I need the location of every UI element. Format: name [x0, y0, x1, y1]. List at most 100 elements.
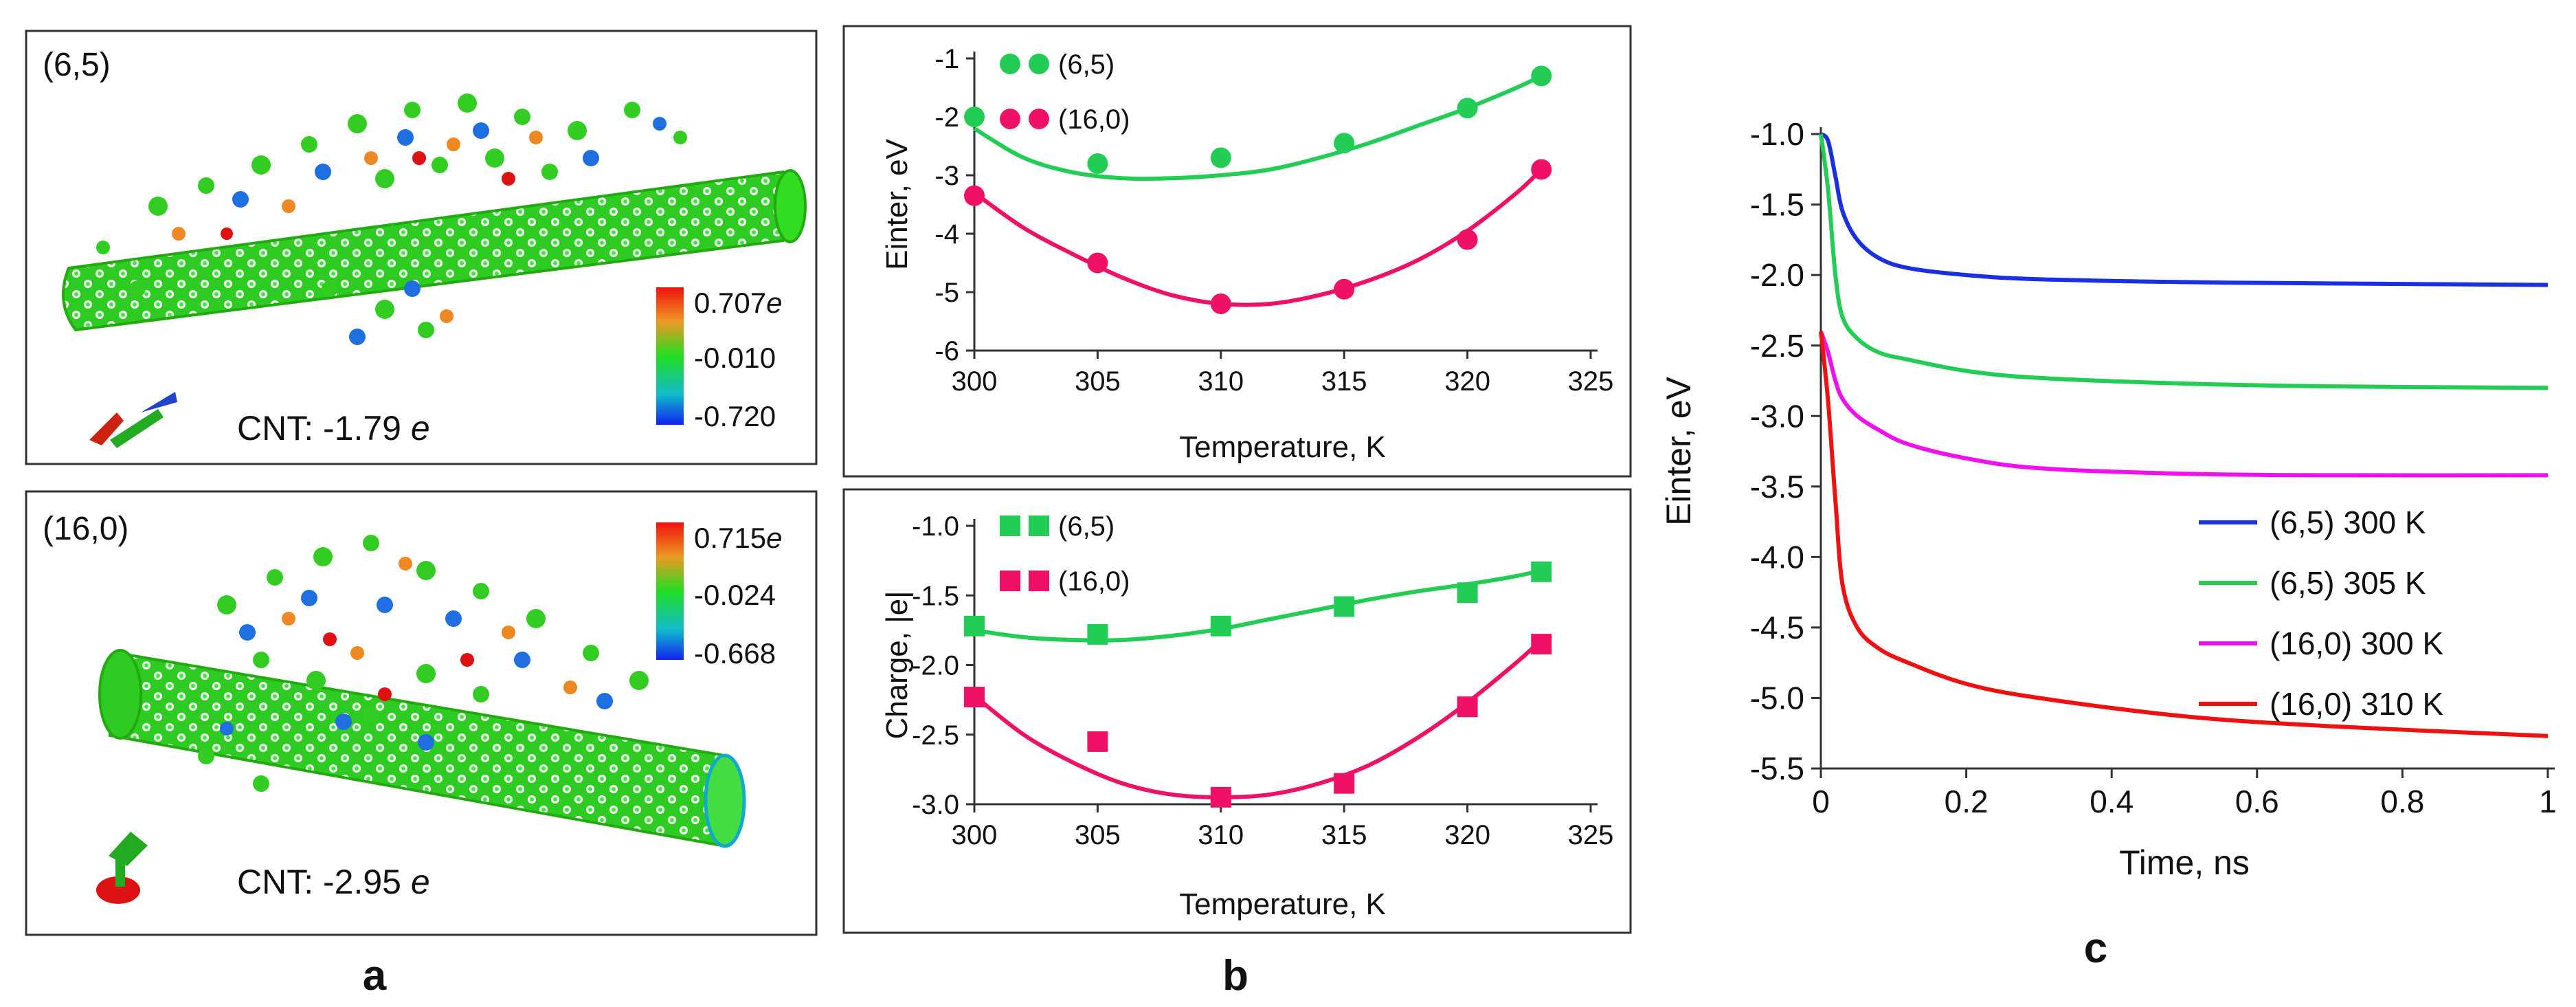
- data-point: [964, 107, 985, 127]
- data-point: [1087, 731, 1108, 752]
- x-axis-title: Time, ns: [2119, 843, 2250, 882]
- data-point: [1457, 582, 1478, 604]
- legend-label: (6,5) 300 K: [2270, 505, 2426, 540]
- legend-label: (6,5): [1058, 49, 1115, 80]
- y-tick-label: -5.5: [1750, 751, 1804, 786]
- colorbar-top: [656, 287, 684, 425]
- y-tick-label: -6: [934, 336, 959, 366]
- data-point: [1087, 252, 1108, 274]
- x-axis-title: Temperature, K: [1179, 887, 1386, 921]
- cnt-charge-bottom: CNT: -2.95 e: [237, 863, 430, 901]
- x-tick-label: 310: [1198, 366, 1244, 397]
- x-tick-label: 0.2: [1945, 784, 1989, 819]
- panel-label-b: b: [1222, 952, 1248, 999]
- y-axis-title: Charge, |e|: [880, 590, 914, 739]
- x-tick-label: 300: [952, 820, 998, 850]
- legend-marker: [1029, 516, 1049, 536]
- x-tick-label: 0.6: [2235, 784, 2279, 819]
- colorbar-top-mid: -0.010: [694, 342, 776, 374]
- y-tick-label: -3: [934, 161, 959, 191]
- y-tick-label: -2.5: [1750, 328, 1804, 364]
- data-point: [1087, 623, 1108, 645]
- y-tick-label: -5: [934, 278, 959, 308]
- data-point: [1087, 153, 1108, 174]
- colorbar-bottom-min: -0.668: [694, 637, 776, 670]
- x-tick-label: 315: [1321, 820, 1367, 850]
- colorbar-bottom-max: 0.715e: [694, 522, 782, 554]
- panel-label-c: c: [2084, 925, 2107, 972]
- legend-label: (16,0): [1058, 104, 1130, 135]
- colorbar-bottom: [656, 522, 684, 660]
- data-point: [1334, 133, 1355, 154]
- y-tick-label: -1: [934, 44, 959, 74]
- y-tick-label: -5.0: [1750, 680, 1804, 716]
- colorbar-top-max: 0.707e: [694, 287, 782, 319]
- cnt-16-0-molecule-image: [98, 535, 746, 848]
- y-tick-label: -3.5: [1750, 469, 1804, 505]
- y-tick-label: -1.5: [912, 581, 959, 611]
- axis-triad-icon: [89, 392, 177, 448]
- data-point: [1531, 159, 1552, 180]
- y-tick-label: -3.0: [912, 790, 959, 820]
- series-line: [1819, 132, 2549, 287]
- y-tick-label: -3.0: [1750, 398, 1804, 434]
- data-point: [1334, 773, 1355, 794]
- y-tick-label: -1.0: [912, 511, 959, 542]
- y-tick-label: -4: [934, 219, 959, 250]
- data-point: [964, 185, 985, 206]
- legend-marker: [1000, 54, 1020, 74]
- y-tick-label: -2: [934, 102, 959, 133]
- data-point: [1531, 634, 1552, 655]
- panel-label-a: a: [363, 952, 387, 999]
- legend-label: (16,0): [1058, 566, 1130, 597]
- y-axis-title: Einter, eV: [880, 138, 914, 269]
- panel-b-top-frame: [842, 25, 1632, 478]
- series-line: [1819, 133, 2549, 390]
- legend-marker: [1000, 516, 1020, 536]
- cnt-6-5-molecule-image: [62, 93, 807, 345]
- x-tick-label: 325: [1568, 820, 1614, 850]
- x-tick-label: 310: [1198, 820, 1244, 850]
- tube-label-bottom: (16,0): [43, 511, 128, 547]
- data-point: [1457, 98, 1478, 119]
- legend-marker: [1000, 571, 1020, 591]
- legend-marker: [1029, 109, 1049, 129]
- y-tick-label: -2.0: [1750, 257, 1804, 293]
- y-tick-label: -1.0: [1750, 116, 1804, 152]
- data-point: [1531, 561, 1552, 582]
- data-point: [1334, 278, 1355, 300]
- colorbar-bottom-mid: -0.024: [694, 579, 776, 611]
- colorbar-top-min: -0.720: [694, 400, 776, 432]
- series-line: [1819, 331, 2549, 478]
- x-tick-label: 325: [1568, 366, 1614, 397]
- cnt-charge-top: CNT: -1.79 e: [237, 409, 430, 447]
- chart-c: 0 0.2 0.4 0.6 0.8 1 -1.0 -1.5 -2.0 -2.5 -3.0 -3.5 -4…: [1659, 116, 2557, 882]
- x-tick-label: 305: [1075, 366, 1121, 397]
- data-point: [1531, 65, 1552, 87]
- y-tick-label: -4.0: [1750, 539, 1804, 575]
- legend-label: (16,0) 300 K: [2270, 626, 2443, 661]
- y-tick-label: -1.5: [1750, 187, 1804, 223]
- legend-marker: [1029, 571, 1049, 591]
- data-point: [964, 687, 985, 708]
- data-point: [1210, 786, 1231, 808]
- y-tick-label: -2.5: [912, 720, 959, 751]
- legend-label: (6,5): [1058, 511, 1115, 542]
- legend-marker: [1000, 109, 1020, 129]
- data-point: [1334, 596, 1355, 617]
- tube-label-top: (6,5): [43, 47, 111, 83]
- x-axis-title: Temperature, K: [1179, 430, 1386, 464]
- legend-label: (16,0) 310 K: [2270, 686, 2443, 722]
- chart-b-bottom: 300 305 310 315 320 325 -1.0 -1.5 -2.0 -2.5 -3.0 Te…: [880, 511, 1613, 921]
- data-point: [1210, 294, 1231, 314]
- y-axis-title: Einter, eV: [1659, 376, 1698, 525]
- series-line: [1819, 331, 2549, 738]
- data-point: [964, 615, 985, 637]
- data-point: [1210, 615, 1231, 637]
- axis-triad-icon: [96, 832, 148, 904]
- chart-b-top: 300 305 310 315 320 325 -1 -2 -3 -4 -5 -6 Temperatur…: [880, 44, 1613, 464]
- y-tick-label: -2.0: [912, 651, 959, 681]
- x-tick-label: 1: [2539, 784, 2557, 819]
- x-tick-label: 320: [1444, 820, 1490, 850]
